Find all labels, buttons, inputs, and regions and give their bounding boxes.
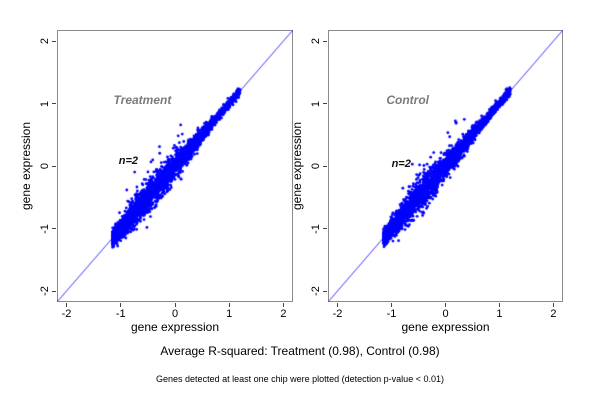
x-tick-label: 1	[496, 308, 503, 320]
x-tick-mark	[282, 303, 284, 307]
x-tick-label: 0	[171, 308, 179, 320]
r-squared-caption: Average R-squared: Treatment (0.98), Con…	[160, 344, 440, 358]
panel-title: Treatment	[113, 93, 172, 108]
y-tick-mark	[323, 165, 327, 167]
x-tick-label: -1	[115, 308, 126, 320]
panel-title: Control	[386, 93, 430, 108]
y-tick-mark	[52, 103, 56, 104]
x-tick-mark	[228, 303, 230, 307]
y-tick-mark	[52, 228, 56, 229]
x-tick-label: 2	[280, 308, 287, 320]
scatter-points-canvas	[328, 30, 563, 302]
y-axis-title: gene expression	[19, 121, 33, 211]
x-tick-label: 0	[442, 308, 449, 320]
sample-size-label: n=2	[118, 155, 138, 167]
y-tick-label: 0	[310, 162, 322, 170]
x-axis-title: gene expression	[130, 320, 220, 334]
x-tick-mark	[391, 303, 392, 307]
y-tick-label: -2	[39, 286, 51, 296]
x-tick-mark	[445, 303, 446, 307]
y-tick-label: -1	[310, 223, 322, 234]
y-tick-label: 1	[310, 100, 322, 107]
y-tick-label: -2	[310, 286, 322, 296]
x-tick-mark	[498, 303, 500, 307]
x-tick-mark	[120, 303, 122, 307]
y-tick-mark	[52, 290, 56, 292]
x-axis-title: gene expression	[401, 320, 490, 334]
x-tick-label: -1	[386, 308, 397, 320]
y-tick-label: 0	[39, 162, 51, 170]
y-tick-label: 2	[39, 37, 51, 45]
x-tick-label: -2	[61, 308, 72, 320]
y-tick-mark	[323, 103, 327, 104]
x-tick-mark	[66, 303, 68, 307]
x-tick-label: -2	[332, 308, 343, 320]
y-tick-label: -1	[39, 223, 51, 234]
y-axis-title: gene expression	[290, 121, 304, 211]
scatter-points-canvas	[57, 30, 293, 302]
y-tick-mark	[323, 290, 327, 292]
x-tick-mark	[337, 303, 338, 307]
plot-footnote: Genes detected at least one chip were pl…	[156, 374, 444, 384]
sample-size-label: n=2	[391, 158, 411, 171]
y-tick-label: 1	[39, 100, 51, 107]
y-tick-mark	[52, 165, 56, 167]
y-tick-mark	[52, 40, 56, 42]
y-tick-mark	[323, 228, 327, 229]
x-tick-label: 2	[550, 308, 557, 320]
x-tick-mark	[174, 303, 176, 307]
x-tick-mark	[552, 303, 554, 307]
y-tick-label: 2	[310, 37, 322, 45]
y-tick-mark	[323, 40, 327, 42]
x-tick-label: 1	[226, 308, 233, 320]
